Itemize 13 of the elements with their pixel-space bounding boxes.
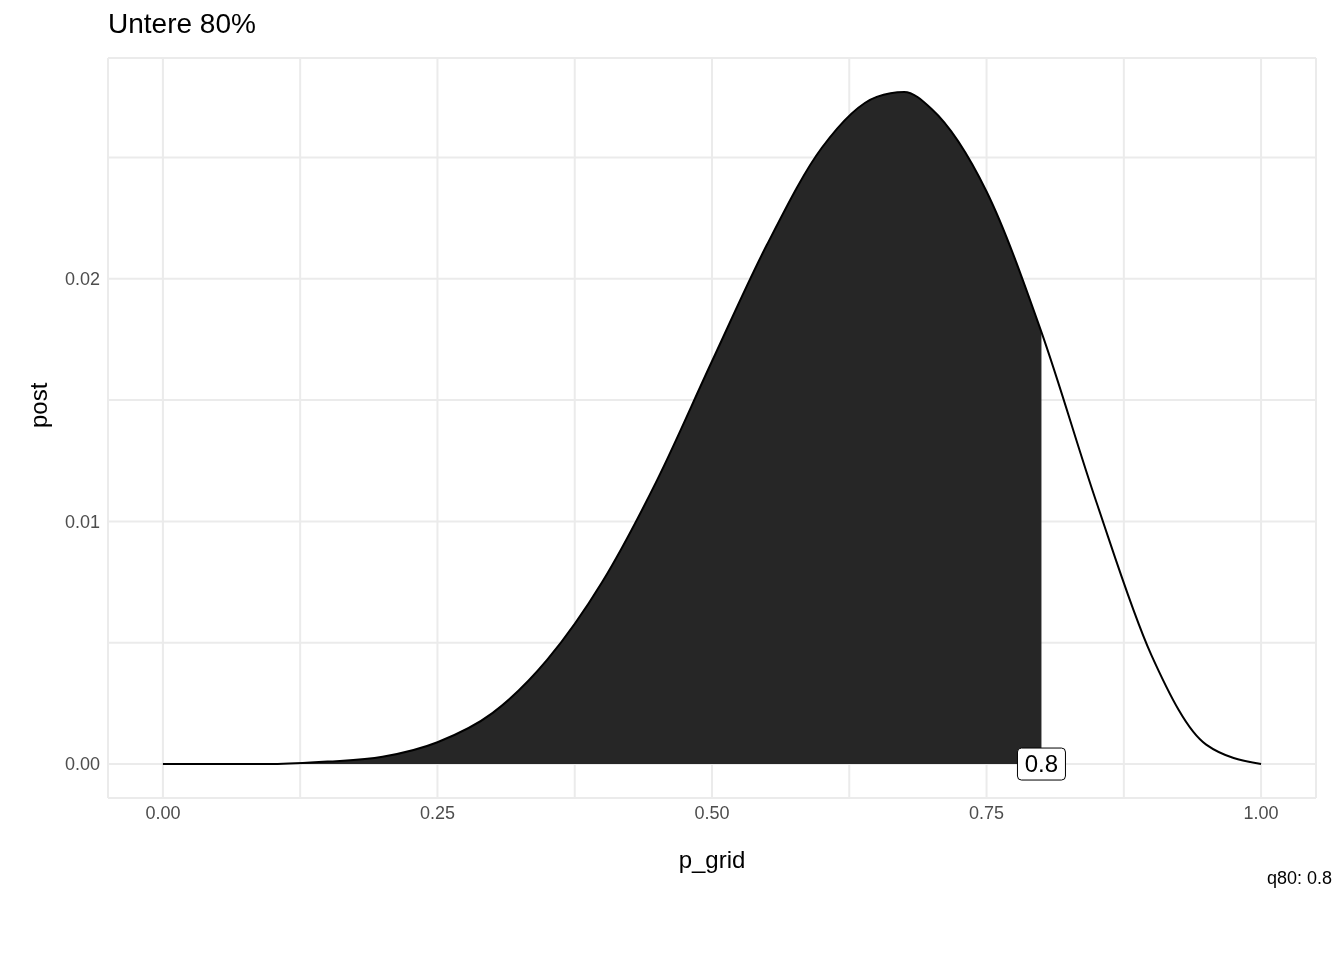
y-tick-label: 0.00 bbox=[64, 754, 100, 775]
y-tick-label: 0.01 bbox=[64, 511, 100, 532]
x-tick-label: 0.75 bbox=[969, 802, 1005, 823]
annotation: 0.8 bbox=[1024, 750, 1059, 778]
x-tick-label: 1.00 bbox=[1243, 802, 1279, 823]
chart-title: Untere 80% bbox=[108, 8, 257, 41]
y-axis-title: post bbox=[24, 382, 52, 428]
x-tick-label: 0.00 bbox=[145, 802, 181, 823]
text: q80: 0.8 bbox=[1266, 868, 1332, 888]
x-tick-label: 0.50 bbox=[694, 802, 730, 823]
y-tick-label: 0.02 bbox=[64, 269, 100, 290]
x-axis-title: p_grid bbox=[678, 846, 746, 873]
x-tick-label: 0.25 bbox=[419, 802, 455, 823]
